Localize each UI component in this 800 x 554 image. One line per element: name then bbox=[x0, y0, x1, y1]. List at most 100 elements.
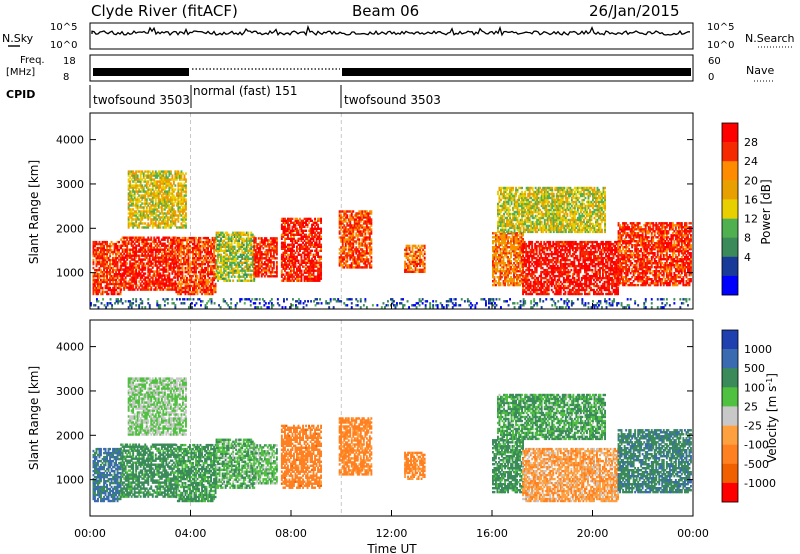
heatmap-cell bbox=[341, 236, 344, 239]
heatmap-cell bbox=[288, 243, 291, 246]
heatmap-cell bbox=[272, 251, 275, 254]
heatmap-cell bbox=[215, 245, 218, 248]
heatmap-cell bbox=[288, 259, 291, 262]
heatmap-cell bbox=[101, 256, 104, 260]
heatmap-cell bbox=[159, 248, 162, 251]
heatmap-cell bbox=[232, 231, 235, 234]
heatmap-cell bbox=[175, 244, 178, 248]
heatmap-cell bbox=[422, 254, 425, 258]
heatmap-cell bbox=[262, 263, 265, 266]
heatmap-cell bbox=[226, 243, 229, 246]
heatmap-cell bbox=[145, 240, 148, 243]
heatmap-cell bbox=[193, 240, 196, 244]
heatmap-cell bbox=[213, 254, 216, 258]
heatmap-cell bbox=[179, 258, 182, 262]
heatmap-cell bbox=[368, 226, 371, 229]
heatmap-cell bbox=[127, 268, 130, 271]
heatmap-cell bbox=[256, 259, 259, 262]
heatmap-cell bbox=[242, 233, 245, 236]
heatmap-cell bbox=[179, 266, 182, 270]
heatmap-cell bbox=[284, 267, 286, 270]
heatmap-cell bbox=[107, 248, 110, 252]
heatmap-cell bbox=[309, 267, 312, 270]
heatmap-cell bbox=[214, 262, 217, 266]
heatmap-cell bbox=[543, 282, 546, 286]
heatmap-cell bbox=[148, 260, 151, 263]
heatmap-cell bbox=[537, 258, 540, 262]
heatmap-cell bbox=[526, 284, 529, 288]
heatmap-cell bbox=[271, 255, 274, 258]
heatmap-cell bbox=[241, 241, 244, 244]
heatmap-cell bbox=[297, 267, 300, 270]
heatmap-cell bbox=[236, 249, 239, 252]
heatmap-cell bbox=[153, 264, 156, 267]
heatmap-cell bbox=[341, 260, 344, 263]
heatmap-cell bbox=[198, 280, 200, 284]
heatmap-cell bbox=[516, 242, 519, 245]
heatmap-cell bbox=[293, 223, 295, 226]
heatmap-cell bbox=[226, 245, 229, 248]
heatmap-cell bbox=[511, 282, 514, 285]
heatmap-cell bbox=[320, 275, 323, 278]
heatmap-cell bbox=[253, 235, 256, 238]
heatmap-cell bbox=[120, 244, 123, 247]
heatmap-cell bbox=[268, 261, 271, 264]
heatmap-cell bbox=[199, 252, 202, 256]
heatmap-cell bbox=[364, 244, 367, 247]
heatmap-cell bbox=[115, 248, 118, 252]
heatmap-cell bbox=[547, 278, 550, 282]
heatmap-cell bbox=[242, 269, 245, 272]
heatmap-cell bbox=[293, 263, 295, 266]
heatmap-cell bbox=[359, 266, 362, 269]
heatmap-cell bbox=[492, 272, 494, 275]
heatmap-cell bbox=[189, 276, 191, 280]
heatmap-cell bbox=[340, 216, 343, 219]
heatmap-cell bbox=[349, 264, 352, 267]
heatmap-cell bbox=[547, 292, 550, 296]
heatmap-cell bbox=[510, 254, 513, 257]
heatmap-cell bbox=[303, 251, 306, 254]
heatmap-cell bbox=[220, 265, 223, 268]
heatmap-cell bbox=[349, 266, 352, 269]
heatmap-cell bbox=[260, 239, 263, 242]
heatmap-cell bbox=[120, 266, 123, 269]
heatmap-cell bbox=[317, 269, 320, 272]
heatmap-cell bbox=[534, 290, 537, 294]
heatmap-cell bbox=[201, 276, 204, 280]
heatmap-cell bbox=[343, 238, 346, 241]
heatmap-cell bbox=[184, 244, 187, 248]
heatmap-cell bbox=[260, 261, 263, 264]
heatmap-cell bbox=[502, 270, 505, 273]
heatmap-cell bbox=[405, 252, 408, 256]
heatmap-cell bbox=[317, 261, 320, 264]
heatmap-cell bbox=[370, 218, 373, 221]
heatmap-cell bbox=[537, 260, 540, 264]
heatmap-cell bbox=[184, 254, 187, 258]
heatmap-cell bbox=[174, 250, 177, 253]
heatmap-cell bbox=[95, 252, 98, 256]
heatmap-cell bbox=[198, 258, 200, 262]
heatmap-cell bbox=[516, 268, 519, 271]
heatmap-cell bbox=[141, 252, 144, 255]
heatmap-cell bbox=[541, 270, 544, 274]
heatmap-cell bbox=[513, 280, 516, 283]
heatmap-cell bbox=[135, 268, 138, 271]
heatmap-cell bbox=[184, 266, 187, 270]
heatmap-cell bbox=[166, 288, 169, 291]
heatmap-cell bbox=[148, 248, 151, 251]
heatmap-cell bbox=[251, 261, 254, 264]
heatmap-cell bbox=[370, 260, 373, 263]
heatmap-cell bbox=[207, 246, 210, 250]
heatmap-cell bbox=[104, 286, 107, 290]
heatmap-cell bbox=[522, 250, 525, 254]
heatmap-cell bbox=[233, 247, 236, 250]
heatmap-cell bbox=[504, 264, 507, 267]
heatmap-cell bbox=[181, 256, 184, 260]
heatmap-cell bbox=[291, 265, 294, 268]
heatmap-cell bbox=[135, 244, 138, 247]
heatmap-cell bbox=[300, 243, 303, 246]
heatmap-cell bbox=[341, 230, 344, 233]
heatmap-cell bbox=[101, 248, 104, 252]
heatmap-cell bbox=[121, 282, 124, 285]
heatmap-cell bbox=[540, 274, 543, 278]
